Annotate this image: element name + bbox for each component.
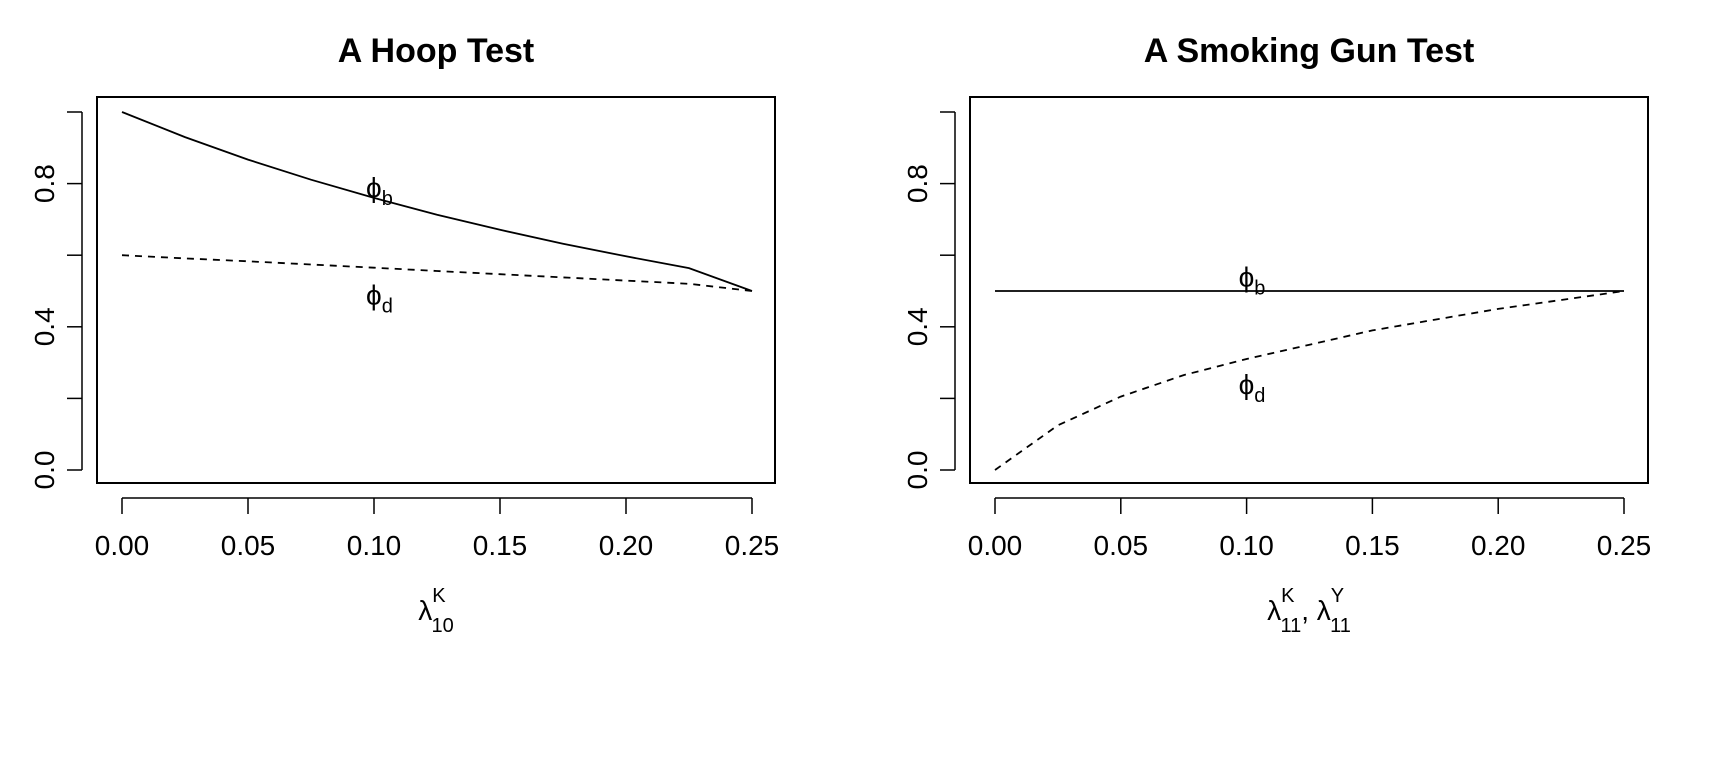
y-axis: 0.0 0.4 0.8 <box>29 111 83 490</box>
phi-label-b: ϕb <box>366 172 393 210</box>
x-tick-label: 0.05 <box>1094 530 1149 561</box>
x-tick-label: 0.00 <box>95 530 150 561</box>
chart-title: A Smoking Gun Test <box>1144 32 1475 70</box>
phi-label-d: ϕd <box>1239 369 1266 407</box>
solid-series-line <box>121 111 753 292</box>
y-tick-label: 0.0 <box>29 451 60 490</box>
x-tick-label: 0.25 <box>1597 530 1652 561</box>
x-tick-label: 0.05 <box>221 530 276 561</box>
y-tick-label: 0.4 <box>29 307 60 346</box>
phi-label-b: ϕb <box>1239 262 1266 300</box>
y-axis: 0.0 0.4 0.8 <box>902 111 956 490</box>
phi-label-d: ϕd <box>366 280 393 318</box>
dashed-series-line <box>994 290 1625 471</box>
plot-frame <box>96 96 776 484</box>
y-tick-label: 0.0 <box>902 451 933 490</box>
x-axis: 0.00 0.05 0.10 0.15 0.20 0.25 <box>95 497 780 561</box>
dashed-series-line <box>121 254 753 292</box>
y-tick-label: 0.4 <box>902 307 933 346</box>
chart-title: A Hoop Test <box>338 32 534 70</box>
x-tick-label: 0.20 <box>599 530 654 561</box>
x-axis-label: λK 10 <box>418 585 454 637</box>
x-tick-label: 0.10 <box>1219 530 1274 561</box>
x-tick-label: 0.20 <box>1471 530 1526 561</box>
y-tick-label: 0.8 <box>29 164 60 203</box>
x-tick-label: 0.15 <box>1345 530 1400 561</box>
x-tick-label: 0.00 <box>968 530 1023 561</box>
x-tick-label: 0.15 <box>473 530 528 561</box>
y-tick-label: 0.8 <box>902 164 933 203</box>
x-tick-label: 0.25 <box>725 530 780 561</box>
x-axis-label: λK 11, λY 11 <box>1267 585 1351 637</box>
plot-frame <box>969 96 1649 484</box>
x-tick-label: 0.10 <box>347 530 402 561</box>
x-axis: 0.00 0.05 0.10 0.15 0.20 0.25 <box>968 497 1652 561</box>
